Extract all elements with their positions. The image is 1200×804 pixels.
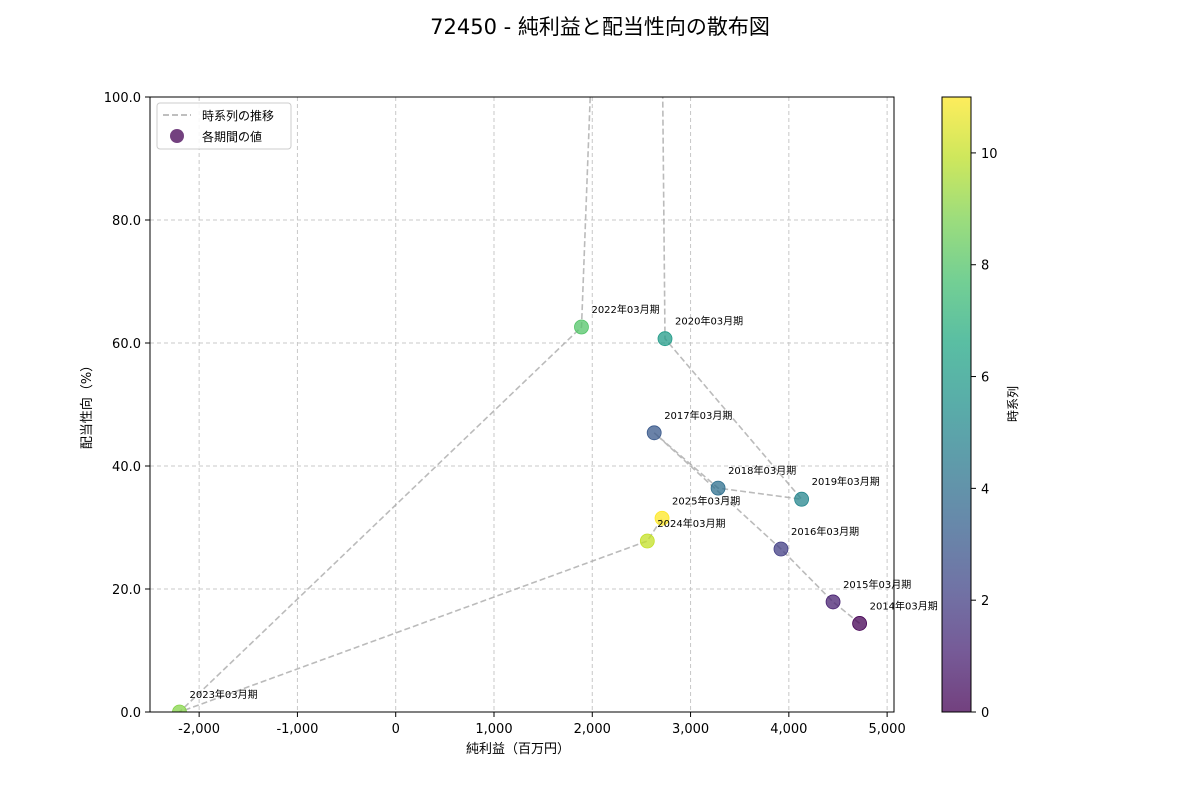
data-point	[794, 491, 810, 507]
y-tick-label: 20.0	[112, 583, 141, 598]
y-tick-label: 60.0	[112, 337, 141, 352]
x-tick-label: 1,000	[475, 722, 512, 737]
data-point	[639, 533, 655, 549]
data-point	[825, 594, 841, 610]
x-tick-label: 4,000	[770, 722, 807, 737]
x-tick-label: 2,000	[574, 722, 611, 737]
data-point	[710, 480, 726, 496]
point-label: 2015年03月期	[843, 578, 911, 591]
x-tick-label: 0	[392, 722, 400, 737]
x-tick-label: 3,000	[672, 722, 709, 737]
point-label: 2022年03月期	[591, 303, 659, 316]
x-tick-label: -1,000	[276, 722, 318, 737]
point-label: 2016年03月期	[791, 525, 859, 538]
point-labels: 2014年03月期 2015年03月期 2016年03月期 2017年03月期 2018…	[189, 303, 937, 701]
y-tick-label: 0.0	[120, 706, 141, 721]
x-axis-label: 純利益（百万円）	[466, 742, 570, 757]
data-point	[646, 425, 662, 441]
point-label: 2018年03月期	[728, 464, 796, 477]
point-label: 2019年03月期	[812, 475, 880, 488]
colorbar-label: 時系列	[1006, 386, 1020, 422]
data-points	[172, 319, 868, 712]
colorbar-tick-label: 10	[981, 147, 998, 162]
x-axis: -2,000 -1,000 0 1,000 2,000 3,000 4,000 5,000	[178, 712, 906, 737]
colorbar-tick-label: 0	[981, 706, 989, 721]
colorbar-tick-label: 2	[981, 594, 989, 609]
trend-line-group	[178, 97, 861, 712]
data-point	[574, 319, 589, 335]
data-point	[172, 704, 187, 712]
plot-frame	[149, 96, 895, 713]
point-label: 2025年03月期	[672, 494, 740, 507]
y-axis-label: 配当性向（%）	[79, 359, 95, 449]
point-label: 2017年03月期	[664, 409, 732, 422]
data-point	[657, 331, 673, 347]
legend-point-swatch	[170, 129, 184, 143]
colorbar-frame	[941, 96, 972, 713]
trend-line	[178, 97, 861, 712]
legend: 時系列の推移 各期間の値	[156, 102, 292, 150]
colorbar-tick-label: 6	[981, 371, 989, 386]
y-tick-label: 80.0	[112, 214, 141, 229]
colorbar-gradient	[942, 97, 971, 712]
colorbar-tick-label: 8	[981, 259, 989, 274]
data-point	[654, 510, 670, 526]
colorbar-ticks: 0 2 4 6 8 10	[971, 147, 998, 721]
chart-title: 72450 - 純利益と配当性向の散布図	[430, 15, 770, 39]
y-tick-label: 100.0	[104, 91, 141, 106]
y-axis: 0.0 20.0 40.0 60.0 80.0 100.0	[104, 91, 150, 721]
colorbar-tick-label: 4	[981, 482, 989, 497]
y-tick-label: 40.0	[112, 460, 141, 475]
colorbar: 0 2 4 6 8 10 時系列	[941, 96, 1020, 721]
grid	[150, 96, 894, 713]
point-label: 2023年03月期	[189, 688, 257, 701]
legend-line-label: 時系列の推移	[202, 109, 274, 123]
x-tick-label: 5,000	[869, 722, 906, 737]
data-point	[773, 541, 789, 557]
point-label: 2024年03月期	[657, 517, 725, 530]
data-point	[852, 616, 868, 631]
point-label: 2014年03月期	[870, 599, 938, 612]
legend-point-label: 各期間の値	[202, 129, 262, 144]
x-tick-label: -2,000	[178, 722, 220, 737]
point-label: 2020年03月期	[675, 315, 743, 328]
